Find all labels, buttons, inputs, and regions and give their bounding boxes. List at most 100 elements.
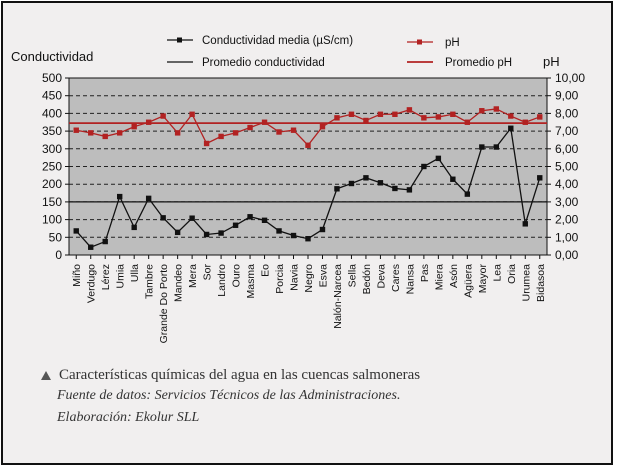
ph-point: [464, 119, 471, 125]
ph-point: [116, 130, 123, 136]
x-tick-label: Cares: [390, 264, 402, 292]
conductivity-point: [261, 217, 268, 224]
y-right-tick-label: 3,00: [555, 195, 579, 209]
legend-conductivity-label: Conductividad media (µS/cm): [202, 35, 353, 47]
conductivity-point: [537, 175, 543, 181]
x-tick-label: Landro: [216, 264, 228, 297]
ph-point: [522, 119, 528, 125]
ph-point: [102, 133, 108, 140]
conductivity-point: [493, 144, 500, 150]
figure-frame: 0 0,00 50 1,00 100 2,00 150 3,00 200 4,00 250 5,00 3…: [1, 1, 613, 465]
x-tick-label: Oria: [506, 264, 518, 284]
ph-point: [406, 107, 413, 113]
caption-title: Características químicas del agua en las…: [59, 367, 421, 383]
y-left-tick-label: 400: [42, 106, 62, 120]
legend-average-conductivity-label: Promedio conductividad: [202, 57, 325, 69]
conductivity-point: [73, 228, 79, 234]
ph-point: [421, 115, 427, 121]
x-tick-label: Mayor: [477, 264, 489, 294]
ph-point: [261, 119, 268, 125]
chart: 0 0,00 50 1,00 100 2,00 150 3,00 200 4,00 250 5,00 3…: [11, 35, 585, 343]
x-tick-label: Bedón: [361, 264, 373, 295]
x-tick-label: Agüera: [462, 264, 474, 298]
conductivity-point: [160, 215, 166, 221]
ph-point: [174, 130, 181, 136]
conductivity-point: [421, 163, 427, 170]
x-tick-label: Esva: [317, 264, 329, 288]
ph-point: [247, 124, 253, 131]
x-tick-label: Umia: [115, 264, 127, 289]
x-tick-label: Lérez: [100, 264, 112, 290]
x-tick-label: Urumea: [520, 264, 532, 302]
x-tick-label: Sella: [346, 264, 358, 288]
x-tick-label: Verdugo: [86, 264, 98, 303]
x-tick-label: Miera: [433, 264, 445, 290]
conductivity-point: [450, 176, 456, 182]
x-tick-label: Lea: [491, 264, 503, 282]
ph-point: [334, 115, 340, 121]
conductivity-point: [348, 180, 355, 187]
y-left-tick-label: 300: [42, 142, 62, 156]
conductivity-point: [377, 180, 384, 186]
x-tick-label: Negro: [303, 264, 315, 293]
conductivity-point: [406, 187, 413, 193]
ph-point: [290, 127, 297, 133]
ph-point: [218, 133, 224, 140]
x-tick-label: Bidasoa: [535, 264, 547, 302]
y-right-tick-label: 4,00: [555, 177, 579, 191]
y-right-tick-label: 5,00: [555, 160, 579, 174]
ph-point: [145, 119, 152, 125]
caption-title-row: Características químicas del agua en las…: [41, 365, 601, 385]
conductivity-point: [232, 222, 239, 228]
conductivity-point: [435, 155, 442, 162]
y-right-tick-label: 8,00: [555, 106, 579, 120]
conductivity-point: [319, 226, 326, 233]
x-tick-label: Navia: [289, 264, 301, 291]
ph-point: [232, 130, 239, 136]
y-left-tick-label: 0: [55, 248, 62, 262]
conductivity-point: [203, 231, 210, 238]
conductivity-point: [174, 229, 181, 236]
conductivity-point: [363, 175, 369, 181]
x-tick-label: Masma: [245, 264, 257, 299]
ph-point: [276, 129, 282, 135]
conductivity-point: [508, 125, 514, 131]
ph-point: [450, 111, 456, 117]
ph-point: [479, 108, 485, 114]
ph-point: [363, 117, 369, 124]
conductivity-point: [305, 236, 311, 242]
y-right-tick-label: 6,00: [555, 142, 579, 156]
x-tick-label: Sor: [202, 264, 214, 281]
y-left-tick-label: 500: [42, 71, 62, 85]
conductivity-point: [131, 224, 137, 231]
caption: Características químicas del agua en las…: [41, 365, 601, 429]
ph-point: [508, 113, 514, 119]
ph-point: [392, 111, 398, 117]
x-tick-label: Ouro: [231, 264, 243, 288]
ph-point: [203, 140, 210, 147]
legend-ph-marker: [417, 39, 422, 45]
conductivity-point: [392, 185, 398, 192]
conductivity-point: [218, 230, 224, 236]
ph-point: [319, 123, 326, 130]
x-tick-label: Ulla: [129, 264, 141, 282]
x-tick-label: Tambre: [144, 264, 156, 299]
caption-source: Fuente de datos: Servicios Técnicos de l…: [57, 388, 401, 403]
ph-point: [435, 114, 442, 120]
y-left-tick-label: 450: [42, 89, 62, 103]
conductivity-point: [145, 195, 152, 202]
x-tick-label: Mera: [187, 264, 199, 288]
y-left-axis-title: Conductividad: [11, 49, 93, 64]
y-right-tick-label: 9,00: [555, 89, 579, 103]
ph-point: [189, 111, 195, 117]
ph-point: [131, 123, 137, 130]
conductivity-point: [290, 232, 297, 239]
x-tick-label: Miño: [71, 264, 83, 287]
ph-point: [305, 142, 311, 148]
y-left-tick-label: 150: [42, 195, 62, 209]
conductivity-point: [522, 221, 528, 227]
y-right-tick-label: 7,00: [555, 124, 579, 138]
ph-point: [88, 130, 94, 136]
ph-point: [348, 111, 355, 117]
conductivity-point: [479, 144, 485, 150]
